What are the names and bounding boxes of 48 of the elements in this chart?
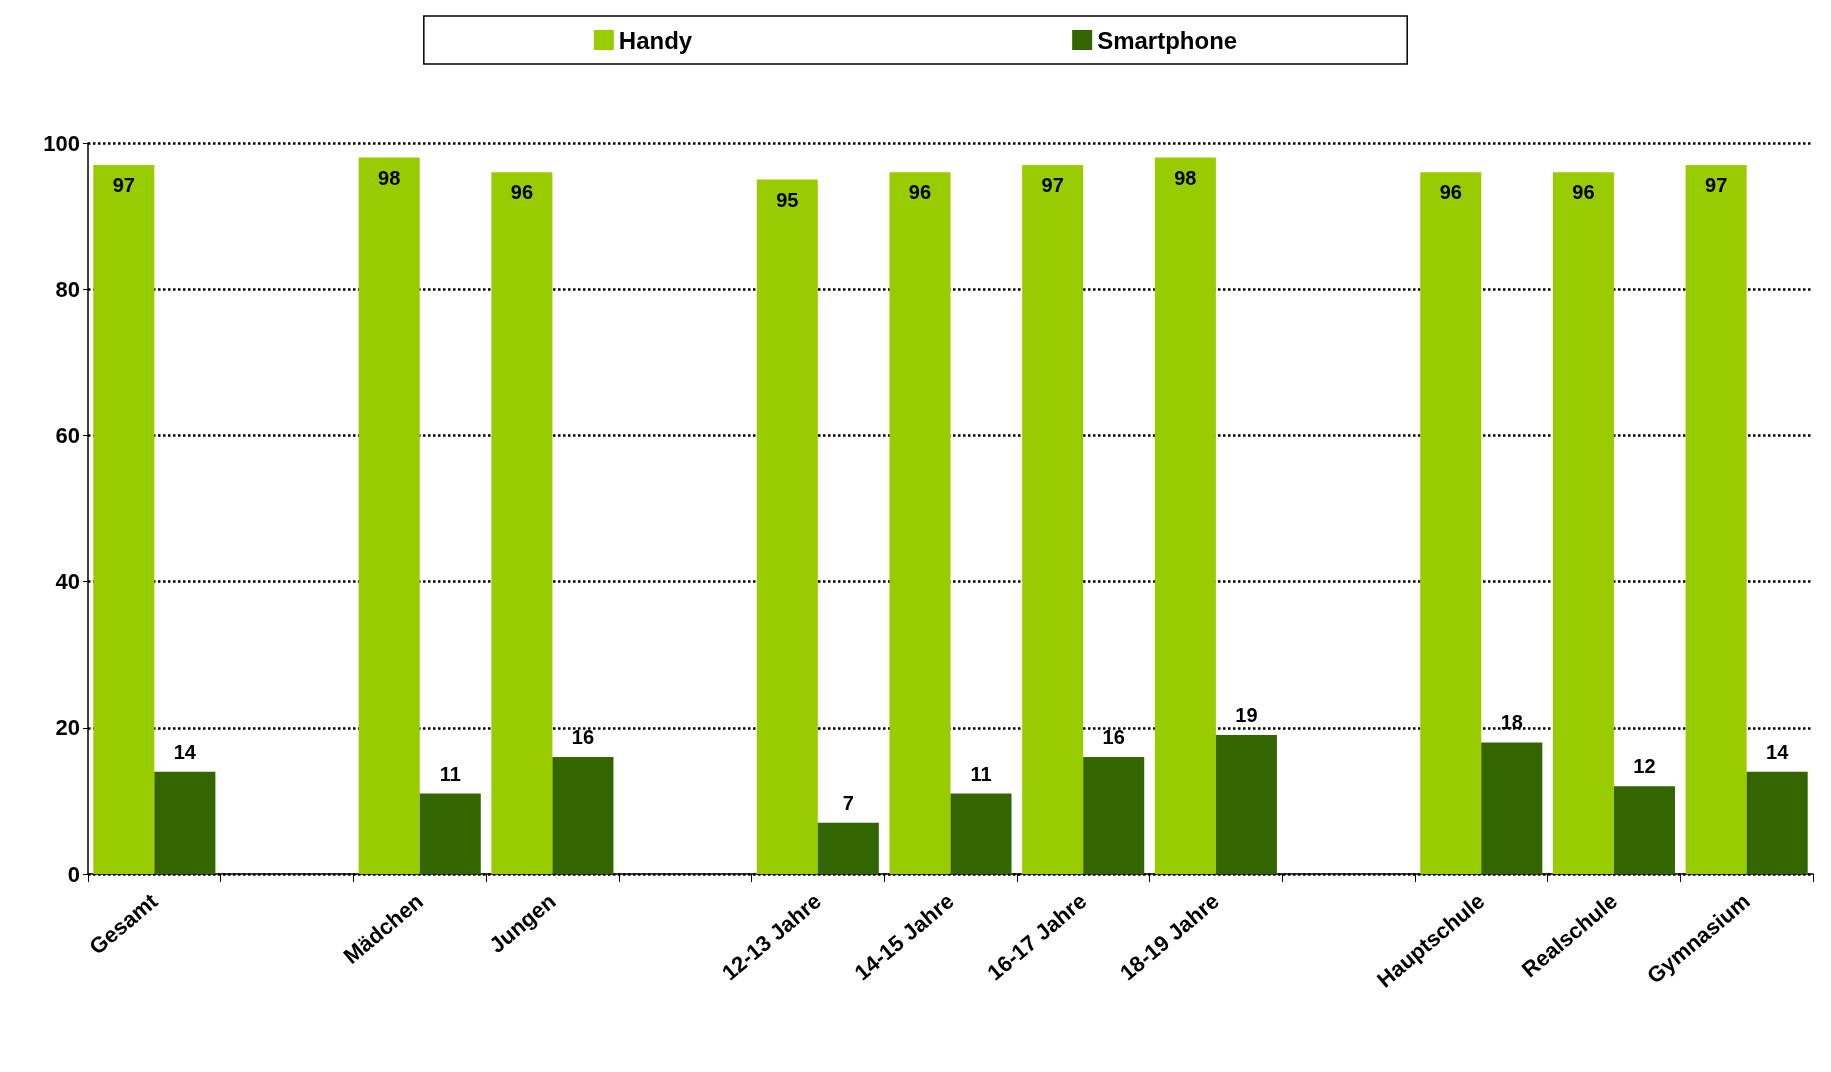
data-label: 98 [378, 166, 401, 189]
y-tick-label: 0 [67, 861, 80, 887]
data-label: 16 [1102, 726, 1125, 749]
legend-label: Handy [618, 26, 693, 54]
data-label: 96 [908, 181, 932, 204]
data-label: 11 [439, 762, 461, 785]
bar [358, 157, 420, 874]
data-label: 11 [970, 762, 992, 785]
y-tick-label: 40 [55, 569, 80, 595]
data-label: 98 [1174, 166, 1197, 189]
bar [1746, 771, 1808, 874]
data-label: 14 [1766, 740, 1790, 763]
data-label: 12 [1633, 755, 1656, 778]
bar [817, 822, 879, 874]
bar [419, 793, 481, 874]
bar [552, 757, 614, 874]
legend-label: Smartphone [1097, 26, 1238, 54]
bar [1083, 757, 1145, 874]
data-label: 18 [1500, 711, 1523, 734]
bar [491, 172, 553, 874]
data-label: 19 [1235, 704, 1258, 727]
data-label: 96 [510, 181, 534, 204]
data-label: 7 [842, 791, 854, 814]
bar [1420, 172, 1482, 874]
data-label: 16 [571, 726, 595, 749]
bar [1481, 742, 1543, 874]
data-label: 97 [1705, 173, 1728, 196]
data-label: 96 [1572, 181, 1595, 204]
bar [1552, 172, 1614, 874]
bar [93, 164, 155, 874]
bar [1022, 164, 1084, 874]
data-label: 97 [1041, 173, 1064, 196]
bar [1613, 786, 1675, 874]
bar [154, 771, 216, 874]
bar [1215, 735, 1277, 874]
data-label: 95 [776, 188, 799, 211]
y-tick-label: 20 [55, 715, 80, 741]
y-tick-label: 60 [55, 422, 80, 448]
bar [1154, 157, 1216, 874]
bar [1685, 164, 1747, 874]
data-label: 96 [1439, 181, 1462, 204]
data-label: 14 [173, 740, 197, 763]
y-tick-label: 80 [55, 276, 80, 302]
bar [756, 179, 818, 874]
bar [950, 793, 1012, 874]
y-tick-label: 100 [43, 130, 80, 156]
data-label: 97 [112, 173, 135, 196]
bar [889, 172, 951, 874]
